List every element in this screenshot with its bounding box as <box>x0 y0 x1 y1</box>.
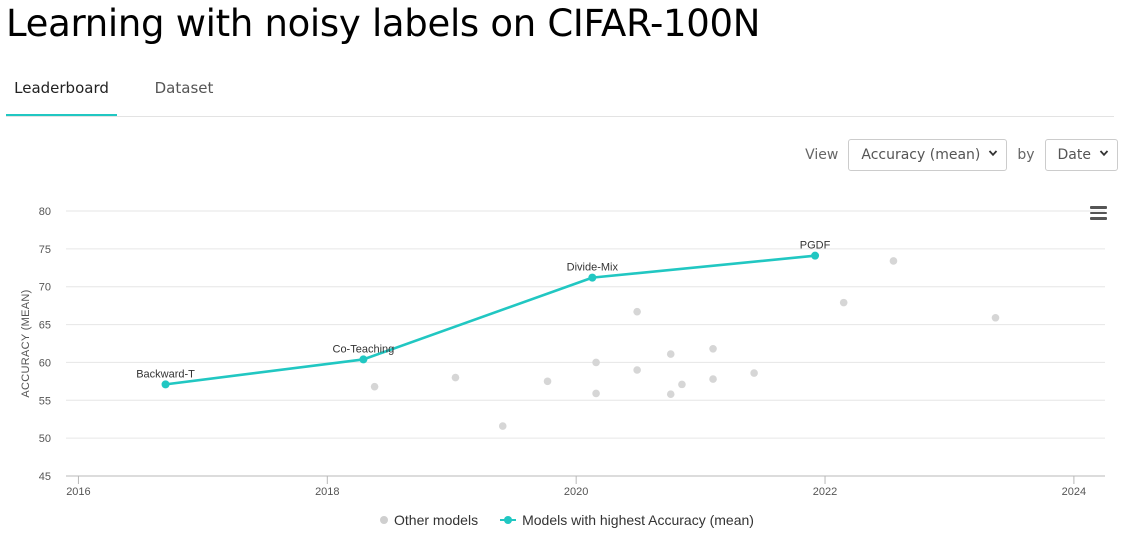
page-title: Learning with noisy labels on CIFAR-100N <box>6 2 761 45</box>
best-model-point[interactable] <box>588 273 597 282</box>
legend-label-other: Other models <box>394 512 479 528</box>
y-tick-label: 50 <box>39 433 51 445</box>
other-model-point[interactable] <box>666 350 675 358</box>
best-model-point[interactable] <box>811 251 820 260</box>
legend-label-best: Models with highest Accuracy (mean) <box>522 512 754 528</box>
best-model-point[interactable] <box>359 355 368 364</box>
best-model-point[interactable] <box>161 380 170 389</box>
best-models-line <box>165 254 816 386</box>
menu-bar-icon <box>1090 211 1107 214</box>
legend-dot-icon <box>380 516 389 524</box>
other-model-point[interactable] <box>889 257 898 265</box>
x-tick-label: 2022 <box>813 486 837 498</box>
menu-bar-icon <box>1090 206 1107 209</box>
other-model-point[interactable] <box>709 345 717 353</box>
other-model-point[interactable] <box>592 358 600 367</box>
chart-controls: View Accuracy (mean) by Date <box>795 139 1118 171</box>
tab-dataset[interactable]: Dataset <box>154 79 214 97</box>
chart-legend: Other models Models with highest Accurac… <box>0 512 1134 528</box>
y-axis-label: ACCURACY (MEAN) <box>20 289 32 397</box>
other-model-point[interactable] <box>498 422 507 430</box>
other-model-point[interactable] <box>633 307 641 316</box>
other-model-point[interactable] <box>991 313 1000 322</box>
tab-leaderboard[interactable]: Leaderboard <box>6 70 117 116</box>
other-model-point[interactable] <box>370 382 379 391</box>
y-tick-label: 65 <box>39 320 51 332</box>
best-model-label: Backward-T <box>136 368 195 380</box>
x-tick-label: 2018 <box>315 486 339 498</box>
y-tick-label: 60 <box>39 357 51 369</box>
chevron-down-icon <box>1099 150 1109 157</box>
menu-bar-icon <box>1090 217 1107 220</box>
other-model-point[interactable] <box>451 373 460 382</box>
y-tick-label: 55 <box>39 395 51 407</box>
metric-select[interactable]: Accuracy (mean) <box>848 139 1008 171</box>
axis-select-value: Date <box>1057 147 1091 163</box>
other-model-point[interactable] <box>678 380 686 389</box>
y-tick-label: 70 <box>39 282 51 294</box>
grid-lines <box>66 210 1105 439</box>
chart-menu-button[interactable] <box>1090 206 1107 220</box>
y-tick-label: 80 <box>39 206 51 218</box>
chevron-down-icon <box>989 150 998 157</box>
legend-item-other[interactable]: Other models <box>380 512 478 528</box>
x-tick-label: 2016 <box>66 486 90 498</box>
by-label: by <box>1017 147 1035 163</box>
other-model-point[interactable] <box>666 390 675 399</box>
other-models-series <box>370 257 1000 430</box>
legend-line-icon <box>500 516 517 524</box>
legend-item-best[interactable]: Models with highest Accuracy (mean) <box>500 512 754 528</box>
axes: 45 50 55 60 65 70 75 80 2016 2018 2020 2022 2024 <box>39 206 1105 498</box>
other-model-point[interactable] <box>633 366 641 374</box>
other-model-point[interactable] <box>592 389 600 398</box>
y-tick-label: 45 <box>39 471 51 483</box>
y-tick-label: 75 <box>39 244 51 256</box>
best-model-label: PGDF <box>800 240 831 252</box>
other-model-point[interactable] <box>839 298 848 307</box>
metric-select-value: Accuracy (mean) <box>861 147 981 163</box>
best-model-label: Co-Teaching <box>333 343 395 355</box>
axis-select[interactable]: Date <box>1044 139 1118 171</box>
other-model-point[interactable] <box>709 375 717 383</box>
chart-plot-area: 45 50 55 60 65 70 75 80 2016 2018 2020 2022 2024 ACC… <box>20 206 1105 498</box>
view-label: View <box>805 147 839 163</box>
other-model-point[interactable] <box>543 377 552 386</box>
best-model-label: Divide-Mix <box>567 262 619 274</box>
tab-bar: Leaderboard Dataset <box>6 70 1114 117</box>
x-tick-label: 2020 <box>564 486 588 498</box>
other-model-point[interactable] <box>750 369 758 377</box>
best-models-series: Backward-T Co-Teaching Divide-Mix PGDF <box>136 240 831 389</box>
x-tick-label: 2024 <box>1062 486 1086 498</box>
